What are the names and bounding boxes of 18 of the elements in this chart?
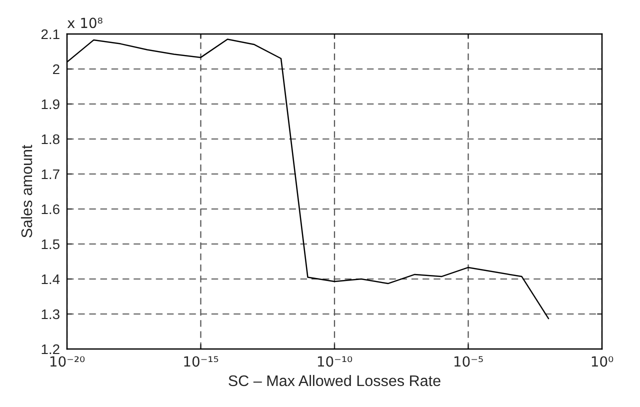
y-tick-label: 1.8 bbox=[42, 134, 60, 144]
x-tick-label: 10⁻⁵ bbox=[454, 356, 483, 367]
y-tick-label: 1.3 bbox=[42, 309, 60, 320]
y-tick-label: 1.5 bbox=[42, 239, 60, 250]
y-tick-label: 1.2 bbox=[42, 344, 60, 354]
y-tick-label: 1.4 bbox=[42, 274, 60, 284]
x-axis-title: SC – Max Allowed Losses Rate bbox=[228, 374, 440, 386]
x-tick-label: 10⁻¹⁰ bbox=[318, 356, 352, 367]
y-axis-title: Sales amount bbox=[20, 144, 32, 238]
y-tick-label: 2.1 bbox=[41, 29, 60, 40]
y-tick-label: 1.7 bbox=[42, 169, 60, 180]
y-tick-label: 1.9 bbox=[42, 99, 60, 110]
x-tick-label: 10⁰ bbox=[592, 356, 614, 367]
y-tick-label: 1.6 bbox=[42, 204, 60, 214]
x-tick-label: 10⁻²⁰ bbox=[50, 356, 85, 367]
x-tick-label: 10⁻¹⁵ bbox=[184, 356, 218, 367]
y-tick-label: 2 bbox=[53, 64, 60, 74]
text: x 10⁸ bbox=[67, 18, 102, 28]
